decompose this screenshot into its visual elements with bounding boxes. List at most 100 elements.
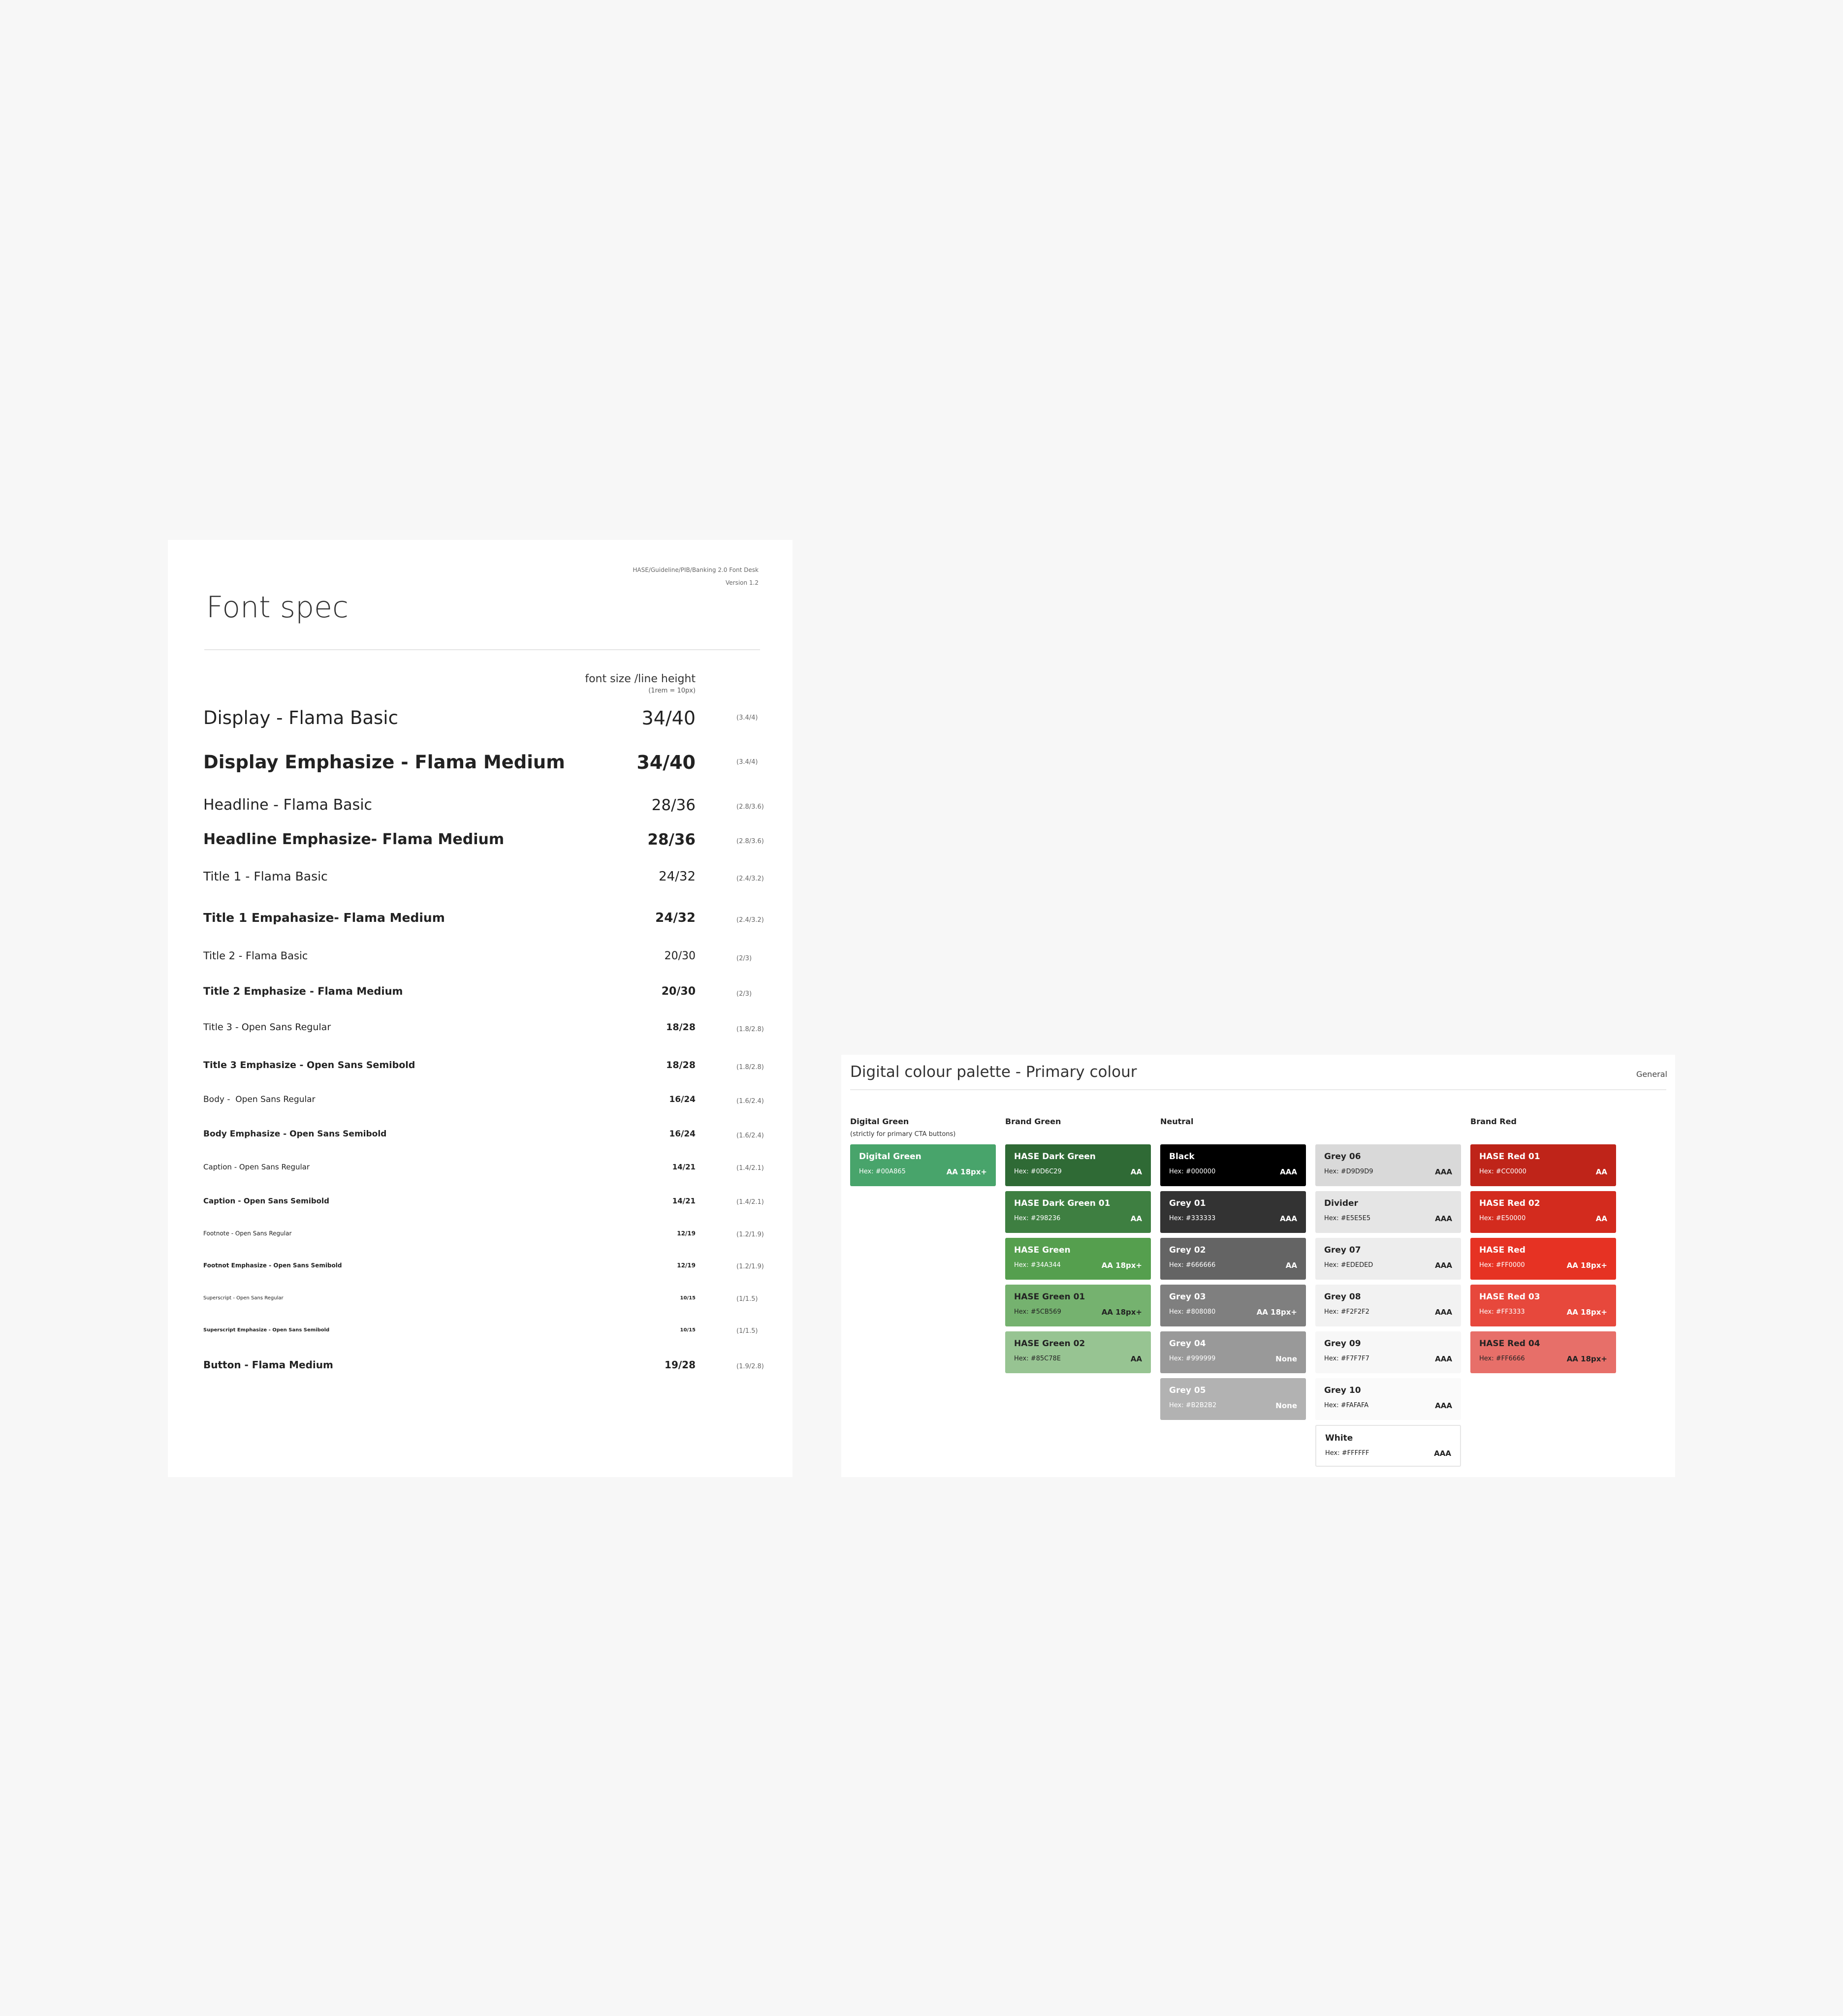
swatch-contrast-rating: None [1275,1401,1297,1410]
font-size-value: 24/32 [655,911,696,925]
swatch-hex: Hex: #5CB569 [1014,1308,1061,1316]
font-size-value: 34/40 [641,707,696,729]
swatch-hex: Hex: #FF0000 [1479,1261,1525,1269]
font-style-name: Title 3 Emphasize - Open Sans Semibold [203,1060,415,1071]
swatch-name: Black [1169,1152,1195,1162]
swatch-contrast-rating: AAA [1435,1261,1452,1270]
breadcrumb: HASE/Guideline/PIB/Banking 2.0 Font Desk [633,567,759,573]
colour-swatch: Grey 10 Hex: #FAFAFA AAA [1315,1378,1461,1420]
swatch-name: Grey 03 [1169,1292,1206,1302]
rem-value: (1.6/2.4) [736,1098,764,1105]
font-spec-row: Body Emphasize - Open Sans Semibold 16/24… [203,1129,793,1142]
font-spec-row: Footnot Emphasize - Open Sans Semibold 12… [203,1262,793,1271]
swatch-name: Divider [1324,1198,1358,1208]
font-size-value: 28/36 [647,831,696,849]
rem-value: (2/3) [736,990,752,998]
swatch-hex: Hex: #298236 [1014,1215,1061,1222]
font-spec-row: Display - Flama Basic 34/40 (3.4/4) [203,707,793,736]
swatch-hex: Hex: #808080 [1169,1308,1216,1316]
font-spec-row: Caption - Open Sans Regular 14/21 (1.4/2.1… [203,1163,793,1174]
rem-value: (1.4/2.1) [736,1165,764,1172]
colour-swatch: HASE Green 02 Hex: #85C78E AA [1005,1331,1151,1373]
colour-swatch: White Hex: #FFFFFF AAA [1315,1425,1461,1467]
colour-swatch: HASE Green 01 Hex: #5CB569 AA 18px+ [1005,1285,1151,1326]
font-spec-row: Title 3 Emphasize - Open Sans Semibold 18… [203,1060,793,1074]
font-style-name: Headline Emphasize- Flama Medium [203,831,505,848]
column-header-note: (1rem = 10px) [648,687,696,694]
colour-swatch: Black Hex: #000000 AAA [1160,1144,1306,1186]
swatch-contrast-rating: AA [1595,1167,1607,1176]
colour-swatch: Divider Hex: #E5E5E5 AAA [1315,1191,1461,1233]
rem-value: (2.4/3.2) [736,875,764,882]
font-style-name: Footnot Emphasize - Open Sans Semibold [203,1262,342,1269]
colour-swatch: HASE Green Hex: #34A344 AA 18px+ [1005,1238,1151,1280]
palette-column-heading: Neutral [1160,1117,1194,1126]
colour-swatch: Digital Green Hex: #00A865 AA 18px+ [850,1144,996,1186]
swatch-hex: Hex: #F7F7F7 [1324,1355,1369,1362]
font-style-name: Caption - Open Sans Regular [203,1163,310,1171]
font-style-name: Button - Flama Medium [203,1359,333,1371]
font-style-name: Superscript Emphasize - Open Sans Semibo… [203,1327,330,1333]
font-size-value: 24/32 [659,869,696,884]
swatch-hex: Hex: #EDEDED [1324,1261,1373,1269]
font-spec-row: Superscript Emphasize - Open Sans Semibo… [203,1327,793,1335]
font-style-name: Title 1 Empahasize- Flama Medium [203,911,445,925]
colour-swatch: Grey 09 Hex: #F7F7F7 AAA [1315,1331,1461,1373]
font-spec-panel: HASE/Guideline/PIB/Banking 2.0 Font Desk… [168,540,793,1477]
font-size-value: 16/24 [669,1095,696,1104]
swatch-contrast-rating: AAA [1280,1167,1297,1176]
rem-value: (1.4/2.1) [736,1198,764,1206]
swatch-hex: Hex: #FFFFFF [1325,1449,1369,1457]
font-size-value: 14/21 [672,1197,696,1205]
swatch-contrast-rating: AAA [1435,1214,1452,1223]
swatch-contrast-rating: AAA [1434,1449,1451,1458]
font-style-name: Title 2 - Flama Basic [203,950,308,962]
swatch-hex: Hex: #FAFAFA [1324,1402,1369,1409]
font-spec-row: Display Emphasize - Flama Medium 34/40 (3.… [203,752,793,781]
page-title: Font spec [206,590,349,625]
colour-swatch: Grey 04 Hex: #999999 None [1160,1331,1306,1373]
swatch-hex: Hex: #E5E5E5 [1324,1215,1371,1222]
font-style-name: Title 1 - Flama Basic [203,869,328,883]
font-style-name: Title 2 Emphasize - Flama Medium [203,985,403,997]
colour-palette-panel: Digital colour palette - Primary colour … [841,1055,1675,1477]
font-style-name: Footnote - Open Sans Regular [203,1230,292,1237]
font-size-value: 12/19 [677,1262,696,1269]
rem-value: (1.9/2.8) [736,1363,764,1370]
swatch-contrast-rating: AA 18px+ [1566,1308,1607,1317]
title-divider [204,649,760,650]
font-style-name: Title 3 - Open Sans Regular [203,1022,331,1033]
font-size-value: 20/30 [661,985,696,998]
swatch-hex: Hex: #666666 [1169,1261,1216,1269]
palette-tag: General [1636,1070,1667,1079]
swatch-name: Grey 07 [1324,1245,1361,1255]
swatch-name: White [1325,1433,1353,1443]
swatch-name: HASE Red 02 [1479,1198,1540,1208]
font-spec-row: Title 1 - Flama Basic 24/32 (2.4/3.2) [203,869,793,889]
colour-swatch: Grey 03 Hex: #808080 AA 18px+ [1160,1285,1306,1326]
font-size-value: 10/15 [680,1327,696,1333]
rem-value: (1/1.5) [736,1295,758,1303]
swatch-contrast-rating: AA 18px+ [946,1167,987,1176]
rem-value: (3.4/4) [736,714,758,722]
font-style-name: Display Emphasize - Flama Medium [203,752,565,773]
colour-swatch: HASE Red 04 Hex: #FF6666 AA 18px+ [1470,1331,1616,1373]
swatch-hex: Hex: #333333 [1169,1215,1216,1222]
swatch-hex: Hex: #E50000 [1479,1215,1526,1222]
swatch-hex: Hex: #D9D9D9 [1324,1168,1373,1175]
font-spec-row: Headline Emphasize- Flama Medium 28/36 (2.… [203,831,793,854]
swatch-contrast-rating: AA 18px+ [1101,1261,1142,1270]
colour-swatch: Grey 07 Hex: #EDEDED AAA [1315,1238,1461,1280]
rem-value: (1.8/2.8) [736,1026,764,1033]
swatch-name: Grey 10 [1324,1386,1361,1395]
swatch-contrast-rating: AA 18px+ [1101,1308,1142,1317]
font-spec-row: Superscript - Open Sans Regular 10/15 (1/1… [203,1295,793,1303]
palette-column-heading: Digital Green [850,1117,909,1126]
rem-value: (1.2/1.9) [736,1231,764,1238]
swatch-name: Grey 08 [1324,1292,1361,1302]
rem-value: (2.8/3.6) [736,838,764,845]
swatch-contrast-rating: AA [1130,1354,1142,1363]
font-size-value: 19/28 [665,1359,696,1371]
rem-value: (2/3) [736,955,752,962]
colour-swatch: Grey 06 Hex: #D9D9D9 AAA [1315,1144,1461,1186]
